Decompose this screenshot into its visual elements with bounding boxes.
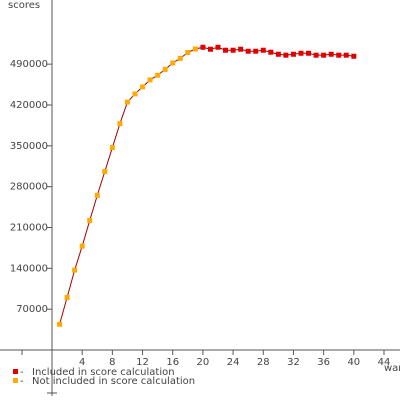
y-tick-label: 490000: [10, 59, 48, 70]
data-point: [177, 55, 183, 61]
data-point: [283, 52, 289, 58]
data-point: [290, 51, 296, 57]
legend-swatch: [13, 378, 18, 383]
y-tick-label: 140000: [10, 263, 48, 274]
x-tick-label: 4: [79, 357, 85, 368]
data-point: [275, 51, 281, 57]
x-tick-label: 8: [109, 357, 115, 368]
data-point: [223, 47, 229, 53]
data-point: [192, 46, 198, 52]
data-point: [64, 295, 70, 300]
data-point: [140, 84, 146, 90]
data-point: [132, 91, 138, 97]
y-tick-label: 210000: [10, 223, 48, 234]
y-tick-label: 350000: [10, 141, 48, 152]
data-point: [109, 145, 115, 151]
data-line: [59, 48, 196, 325]
data-point: [306, 50, 312, 56]
x-tick-label: 20: [197, 357, 210, 368]
data-point: [207, 46, 213, 52]
x-tick-label: 28: [257, 357, 270, 368]
data-point: [94, 192, 100, 198]
data-point: [328, 51, 334, 57]
data-point: [298, 50, 304, 56]
y-axis-title: scores: [8, 0, 40, 11]
x-tick-label: 32: [287, 357, 300, 368]
data-point: [343, 52, 349, 58]
data-point: [57, 321, 63, 327]
data-point: [260, 47, 266, 53]
legend-dash: -: [20, 376, 24, 387]
data-point: [124, 99, 130, 105]
x-tick-label: 36: [317, 357, 330, 368]
data-point: [200, 44, 206, 50]
data-point: [185, 50, 191, 55]
data-point: [102, 169, 108, 174]
x-tick-label: 12: [136, 357, 149, 368]
data-point: [313, 52, 319, 58]
data-point: [268, 49, 274, 55]
y-tick-label: 420000: [10, 100, 48, 111]
y-tick-label: 70000: [16, 304, 48, 315]
data-point: [170, 60, 176, 66]
x-tick-label: 44: [378, 357, 391, 368]
legend-dash: -: [20, 367, 24, 378]
data-point: [238, 46, 244, 52]
data-point: [87, 218, 93, 223]
data-point: [72, 267, 78, 273]
y-tick-label: 280000: [10, 182, 48, 193]
x-tick-label: 24: [227, 357, 240, 368]
legend-swatch: [13, 369, 18, 374]
legend-label: Included in score calculation: [32, 367, 175, 378]
data-point: [321, 52, 327, 58]
data-point: [155, 72, 161, 78]
data-point: [147, 77, 153, 83]
x-tick-label: 16: [166, 357, 179, 368]
data-point: [215, 44, 221, 50]
x-tick-label: 40: [347, 357, 360, 368]
data-point: [162, 66, 168, 72]
data-point: [245, 48, 251, 54]
data-point: [336, 52, 342, 58]
data-point: [230, 47, 236, 53]
data-point: [79, 243, 85, 249]
x-axis-title: war: [384, 363, 400, 374]
data-point: [253, 48, 259, 54]
data-point: [351, 53, 357, 59]
data-point: [117, 121, 123, 127]
legend-label: Not included in score calculation: [32, 376, 195, 387]
